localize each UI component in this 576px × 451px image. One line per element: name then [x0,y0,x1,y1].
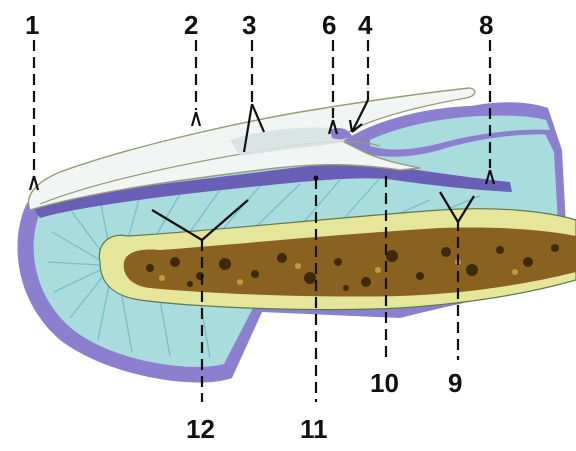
marrow-highlights [159,259,518,285]
label-6: 6 [322,10,336,40]
proximal-fold-inner [370,115,550,150]
label-10: 10 [370,368,399,398]
nail-bed-epidermis [32,163,402,218]
label-9: 9 [448,368,462,398]
label-11: 11 [300,414,328,444]
label-3: 3 [242,10,256,40]
nail-matrix [380,165,512,192]
label-8: 8 [479,10,493,40]
label-1: 1 [25,10,39,40]
leader-lines [28,40,496,402]
label-12: 12 [186,414,215,444]
lunula [230,127,345,156]
bone-marrow [123,227,576,297]
marrow-speckles [146,244,559,291]
label-4: 4 [358,10,373,40]
label-2: 2 [184,10,198,40]
